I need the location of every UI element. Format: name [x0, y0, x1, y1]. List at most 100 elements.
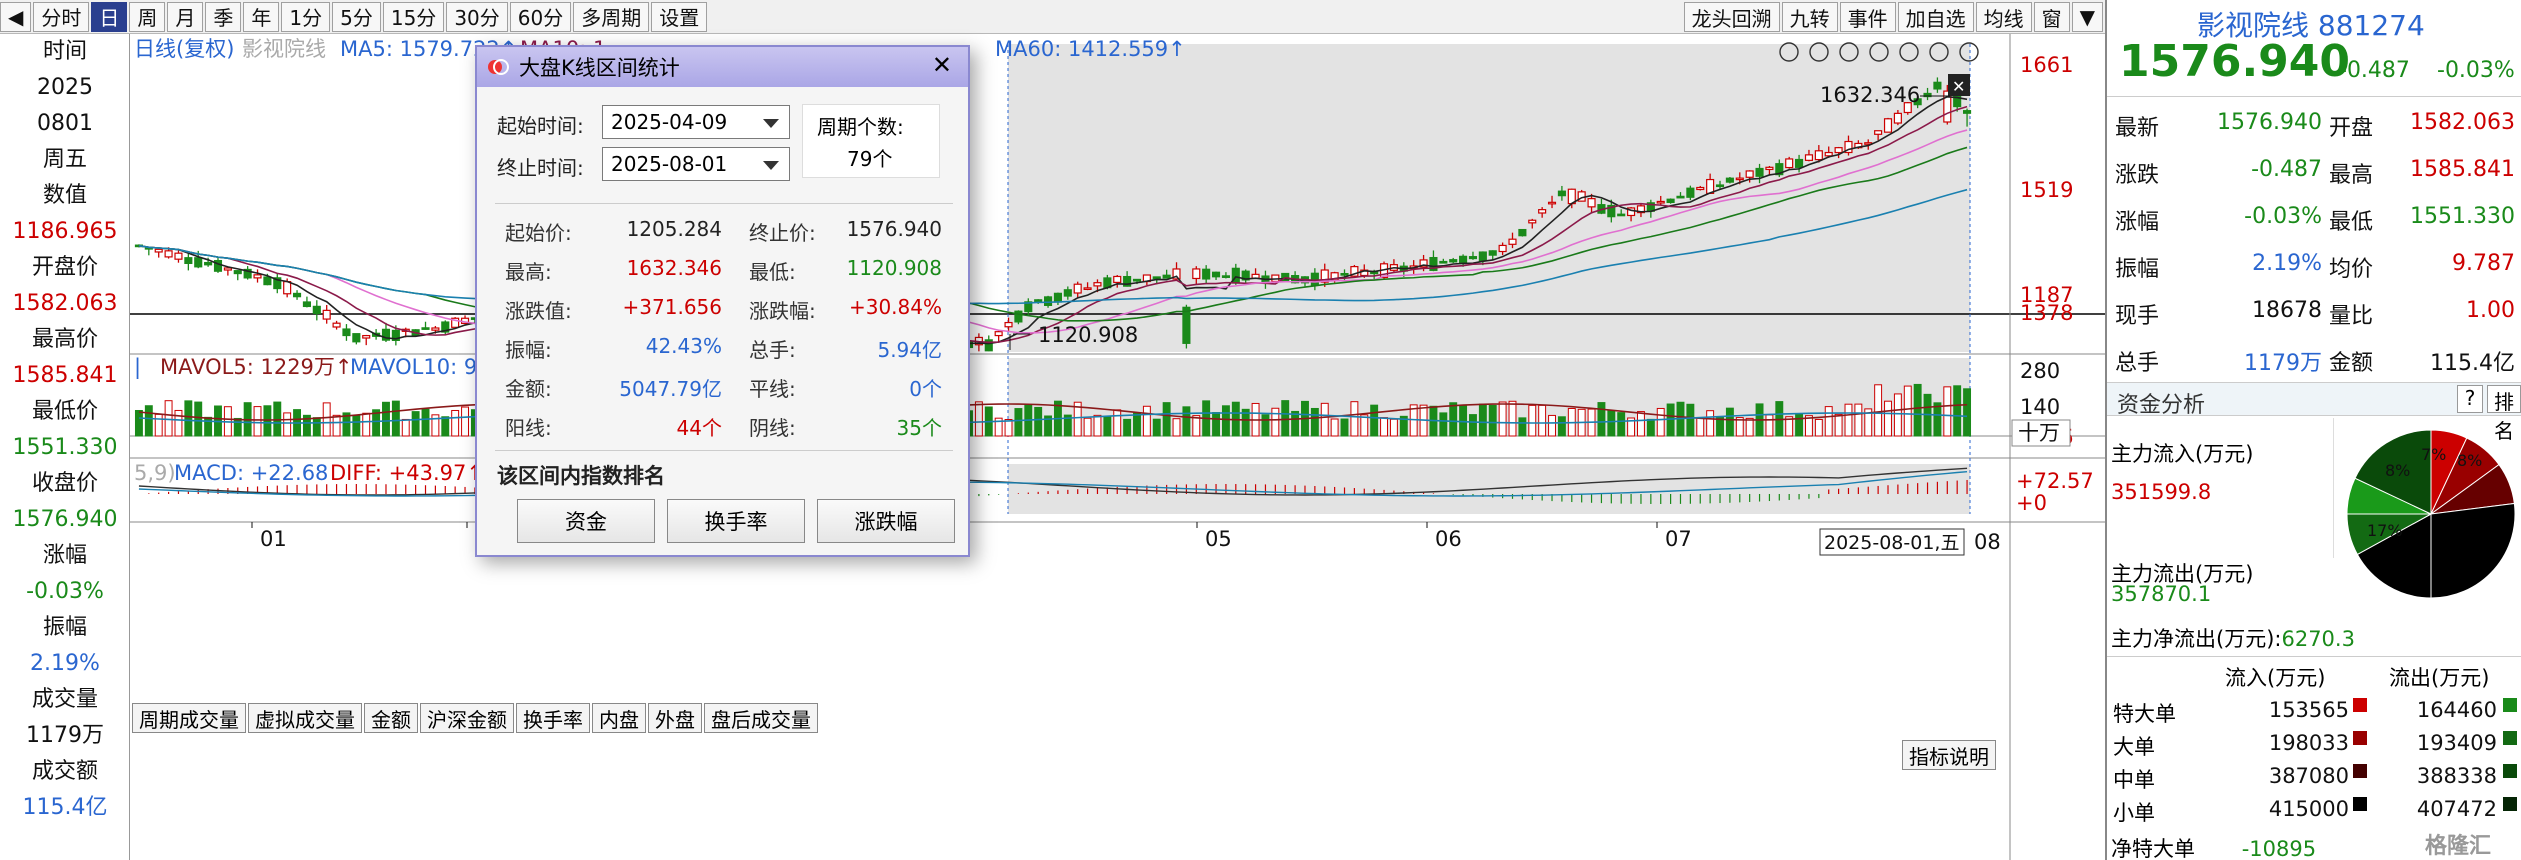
- help-button[interactable]: ?: [2457, 385, 2483, 413]
- period-buttons: ◀ 分时日周月季年 1分 5分 15分 30分 60分 多周期 设置: [0, 1, 709, 32]
- flow-in-swatch: [2353, 731, 2367, 745]
- period-count-value: 79个: [847, 147, 893, 171]
- tool-btn-0[interactable]: 龙头回溯: [1683, 2, 1780, 32]
- rank-turnover-button[interactable]: 换手率: [667, 499, 805, 543]
- period-btn-quarter[interactable]: 季: [205, 1, 242, 32]
- eye-icon: [1779, 42, 1799, 62]
- stat-value: 1632.346: [626, 256, 722, 280]
- flow-row: 小单 415000 407472: [2107, 795, 2521, 826]
- period-btn-week[interactable]: 周: [129, 1, 166, 32]
- data-window-item: 数值: [42, 183, 87, 208]
- volume-bar: [1330, 418, 1339, 437]
- period-btn-m1[interactable]: 1分: [281, 1, 331, 32]
- candle-body: [1211, 271, 1221, 278]
- flow-row-name: 中单: [2113, 768, 2155, 792]
- tool-btn-4[interactable]: 均线: [1975, 2, 2032, 32]
- flow-out-swatch: [2503, 731, 2517, 745]
- period-btn-settings[interactable]: 设置: [651, 1, 708, 32]
- candle-body: [1221, 275, 1230, 278]
- vol-tab-5[interactable]: 内盘: [592, 703, 646, 733]
- main-outflow-box: 主力流出(万元) 357870.1: [2107, 558, 2334, 624]
- period-btn-year[interactable]: 年: [243, 1, 280, 32]
- candle-body: [1459, 255, 1468, 264]
- flow-row: 特大单 153565 164460: [2107, 696, 2521, 727]
- candle-body: [1488, 250, 1497, 256]
- period-btn-fenshi[interactable]: 分时: [33, 1, 90, 32]
- start-date-select[interactable]: 2025-04-09: [602, 105, 790, 139]
- vol-tab-7[interactable]: 盘后成交量: [704, 703, 818, 733]
- close-icon[interactable]: ✕: [931, 51, 952, 79]
- tool-btn-6[interactable]: ▼: [2071, 2, 2103, 32]
- quote-row: 涨跌 -0.487 最高 1585.841: [2107, 147, 2521, 194]
- candle-body: [1172, 268, 1181, 280]
- rank-change-button[interactable]: 涨跌幅: [817, 499, 955, 543]
- low-annotation: 1120.908: [1038, 323, 1138, 347]
- volume-bar: [1370, 404, 1379, 437]
- end-date-select[interactable]: 2025-08-01: [602, 147, 790, 181]
- candle-body: [1547, 201, 1557, 205]
- period-btn-arrow[interactable]: ◀: [0, 1, 32, 32]
- candle-body: [1814, 150, 1823, 161]
- quote-value: 1585.841: [2410, 157, 2515, 182]
- vol-tab-4[interactable]: 换手率: [516, 703, 590, 733]
- x-axis-label: 06: [1435, 527, 1462, 551]
- stat-label: 终止价:: [749, 221, 816, 245]
- volume-bar: [1044, 415, 1053, 437]
- period-btn-multi[interactable]: 多周期: [573, 1, 650, 32]
- flow-out-value: 407472: [2416, 797, 2497, 821]
- ma20-line: [138, 129, 1968, 334]
- pie-slice: [2354, 429, 2432, 515]
- vol-tab-1[interactable]: 虚拟成交量: [248, 703, 362, 733]
- volume-bar: [1795, 413, 1804, 437]
- vol-tab-3[interactable]: 沪深金额: [420, 703, 514, 733]
- dialog-titlebar[interactable]: 大盘K线区间统计 ✕: [477, 47, 968, 87]
- stat-label: 涨跌幅:: [749, 299, 816, 323]
- indicator-explain-button[interactable]: 指标说明: [1902, 740, 1996, 770]
- candle-body: [1696, 186, 1705, 191]
- volume-bar: [1804, 415, 1813, 437]
- rank-fund-button[interactable]: 资金: [517, 499, 655, 543]
- data-window: 时间 2025 0801 周五 数值 1186.965 开盘价 1582.063 最高价 1585…: [0, 34, 130, 860]
- candle-body: [1755, 167, 1764, 177]
- data-window-item: 成交量: [31, 687, 98, 712]
- pie-label: 17%: [2367, 521, 2403, 540]
- vol-tab-2[interactable]: 金额: [364, 703, 418, 733]
- volume-bar: [1123, 418, 1132, 437]
- candle-body: [253, 274, 262, 279]
- quote-label: 最新: [2115, 116, 2160, 141]
- volume-bar: [994, 417, 1003, 437]
- period-btn-m30[interactable]: 30分: [446, 1, 508, 32]
- lock-icon: [1899, 42, 1919, 62]
- tool-btn-5[interactable]: 窗: [2033, 2, 2070, 32]
- vol-tab-0[interactable]: 周期成交量: [132, 703, 246, 733]
- period-btn-month[interactable]: 月: [167, 1, 204, 32]
- app-logo-icon: [488, 59, 509, 75]
- volume-bar: [1548, 414, 1556, 437]
- stat-value: +371.656: [622, 295, 722, 319]
- price-change-pct: -0.03%: [2437, 58, 2515, 83]
- candle-body: [1449, 259, 1458, 263]
- stat-value: +30.84%: [848, 295, 942, 319]
- quote-value: 1576.940: [2217, 110, 2322, 135]
- tool-btn-3[interactable]: 加自选: [1897, 2, 1974, 32]
- period-btn-m15[interactable]: 15分: [382, 1, 445, 32]
- x-axis-label: 01: [260, 527, 287, 551]
- volume-axis-label: 280: [2020, 359, 2060, 383]
- vol-tab-6[interactable]: 外盘: [648, 703, 702, 733]
- tool-btn-1[interactable]: 九转: [1781, 2, 1838, 32]
- volume-bar: [1004, 419, 1013, 437]
- flow-in-value: 415000: [2268, 797, 2349, 821]
- candle-body: [1785, 158, 1794, 169]
- period-btn-m5[interactable]: 5分: [332, 1, 381, 32]
- volume-bar: [253, 406, 262, 437]
- period-btn-day[interactable]: 日: [91, 1, 128, 32]
- tool-btn-2[interactable]: 事件: [1839, 2, 1896, 32]
- rank-button[interactable]: 排名: [2487, 385, 2521, 443]
- volume-bar: [1113, 409, 1122, 437]
- volume-bar: [1093, 414, 1102, 437]
- macd-params: 5,9): [134, 461, 176, 485]
- volume-bar: [1271, 407, 1280, 437]
- quote-panel: 影视院线 881274 1576.940 -0.487 -0.03% 最新 157…: [2105, 0, 2521, 860]
- period-btn-m60[interactable]: 60分: [509, 1, 572, 32]
